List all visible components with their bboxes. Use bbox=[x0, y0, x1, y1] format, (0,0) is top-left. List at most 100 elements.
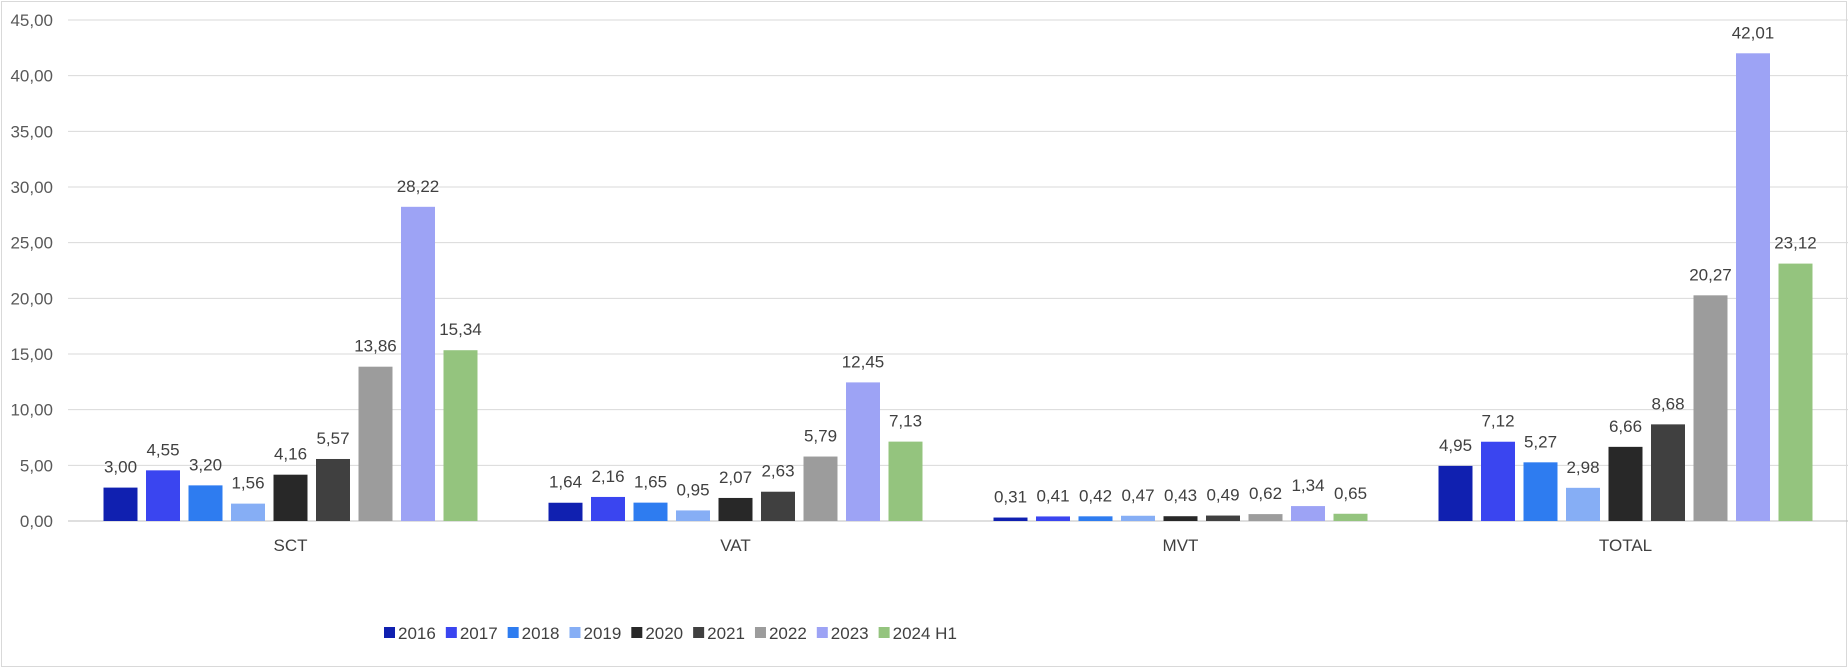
data-label: 23,12 bbox=[1774, 234, 1817, 253]
data-label: 12,45 bbox=[842, 352, 885, 371]
y-tick-label: 35,00 bbox=[10, 122, 53, 141]
data-label: 1,34 bbox=[1291, 476, 1324, 495]
bar bbox=[1291, 506, 1325, 521]
data-label: 7,13 bbox=[889, 412, 922, 431]
legend-label: 2018 bbox=[522, 624, 560, 643]
data-label: 2,07 bbox=[719, 468, 752, 487]
bar bbox=[1206, 515, 1240, 521]
legend-label: 2023 bbox=[831, 624, 869, 643]
bar bbox=[1078, 516, 1113, 521]
bar bbox=[846, 382, 880, 521]
data-label: 1,56 bbox=[231, 474, 264, 493]
data-label: 0,42 bbox=[1079, 486, 1112, 505]
data-label: 0,65 bbox=[1334, 484, 1367, 503]
data-label: 2,63 bbox=[761, 462, 794, 481]
bars bbox=[103, 53, 1813, 522]
legend-swatch bbox=[384, 627, 395, 638]
legend-swatch bbox=[754, 627, 766, 638]
data-label: 6,66 bbox=[1609, 417, 1642, 436]
data-label: 2,98 bbox=[1566, 458, 1599, 477]
legend: 2016 2017 2018 2019 2020 2021 2022 2023 2024 H1 bbox=[384, 624, 957, 643]
data-label: 1,65 bbox=[634, 473, 667, 492]
category-label: TOTAL bbox=[1599, 536, 1652, 555]
y-tick-label: 25,00 bbox=[10, 234, 53, 253]
bar bbox=[1333, 513, 1368, 521]
bar bbox=[1778, 263, 1813, 521]
bar bbox=[1693, 295, 1728, 521]
y-tick-label: 0,00 bbox=[20, 512, 53, 531]
data-labels: 3,00 4,55 3,20 1,56 4,16 5,57 13,86 28,22 15,34 1… bbox=[104, 23, 1817, 506]
bar bbox=[591, 496, 625, 521]
data-label: 5,79 bbox=[804, 427, 837, 446]
bar bbox=[803, 456, 838, 521]
data-label: 1,64 bbox=[549, 473, 582, 492]
data-label: 4,95 bbox=[1439, 436, 1472, 455]
bar bbox=[993, 517, 1028, 521]
data-label: 0,49 bbox=[1206, 486, 1239, 505]
data-label: 0,95 bbox=[676, 480, 709, 499]
bar bbox=[548, 502, 583, 521]
data-label: 0,62 bbox=[1249, 484, 1282, 503]
data-label: 2,16 bbox=[591, 467, 624, 486]
bar bbox=[1523, 462, 1558, 521]
y-tick-label: 30,00 bbox=[10, 178, 53, 197]
category-label: SCT bbox=[274, 536, 308, 555]
bar bbox=[761, 491, 795, 521]
legend-label: 2020 bbox=[645, 624, 683, 643]
legend-label: 2024 H1 bbox=[893, 624, 957, 643]
bar bbox=[358, 366, 393, 521]
data-label: 5,27 bbox=[1524, 432, 1557, 451]
y-tick-label: 15,00 bbox=[10, 345, 53, 364]
data-label: 3,20 bbox=[189, 455, 222, 474]
legend-swatch bbox=[445, 627, 457, 638]
data-label: 0,47 bbox=[1121, 486, 1154, 505]
y-axis-ticks: 0,00 5,00 10,00 15,00 20,00 25,00 30,00 35,00 40… bbox=[10, 11, 53, 531]
bar bbox=[1438, 465, 1473, 521]
data-label: 0,43 bbox=[1164, 486, 1197, 505]
data-label: 3,00 bbox=[104, 458, 137, 477]
bar bbox=[188, 485, 223, 521]
legend-label: 2017 bbox=[460, 624, 498, 643]
y-tick-label: 40,00 bbox=[10, 67, 53, 86]
bar bbox=[1248, 514, 1283, 521]
bar bbox=[1736, 53, 1770, 521]
bar bbox=[443, 350, 478, 521]
y-tick-label: 5,00 bbox=[20, 456, 53, 475]
y-tick-label: 10,00 bbox=[10, 401, 53, 420]
y-tick-label: 45,00 bbox=[10, 11, 53, 30]
x-axis-categories: SCT VAT MVT TOTAL bbox=[274, 536, 1653, 555]
data-label: 7,12 bbox=[1481, 412, 1514, 431]
bar bbox=[146, 470, 180, 521]
bar bbox=[888, 441, 923, 521]
data-label: 4,16 bbox=[274, 445, 307, 464]
data-label: 28,22 bbox=[397, 177, 440, 196]
bar bbox=[1608, 446, 1643, 521]
bar bbox=[273, 474, 308, 521]
bar bbox=[1651, 424, 1685, 521]
legend-swatch bbox=[878, 627, 890, 638]
legend-label: 2019 bbox=[583, 624, 621, 643]
bar bbox=[633, 502, 668, 521]
legend-label: 2021 bbox=[707, 624, 745, 643]
data-label: 42,01 bbox=[1732, 23, 1775, 42]
data-label: 4,55 bbox=[146, 440, 179, 459]
data-label: 0,41 bbox=[1036, 486, 1069, 505]
y-tick-label: 20,00 bbox=[10, 289, 53, 308]
legend-swatch bbox=[569, 627, 581, 638]
data-label: 15,34 bbox=[439, 320, 482, 339]
bar bbox=[1481, 441, 1515, 521]
data-label: 5,57 bbox=[316, 429, 349, 448]
bar bbox=[1121, 515, 1155, 521]
data-label: 8,68 bbox=[1651, 394, 1684, 413]
bar bbox=[103, 487, 138, 521]
bar bbox=[1163, 516, 1198, 521]
legend-label: 2022 bbox=[769, 624, 807, 643]
bar bbox=[1036, 516, 1070, 521]
legend-swatch bbox=[507, 627, 519, 638]
bar bbox=[676, 510, 710, 521]
bar bbox=[231, 503, 265, 521]
bar bbox=[316, 458, 350, 521]
